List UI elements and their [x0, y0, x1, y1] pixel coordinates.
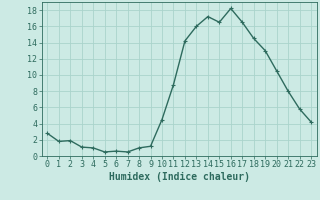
X-axis label: Humidex (Indice chaleur): Humidex (Indice chaleur): [109, 172, 250, 182]
